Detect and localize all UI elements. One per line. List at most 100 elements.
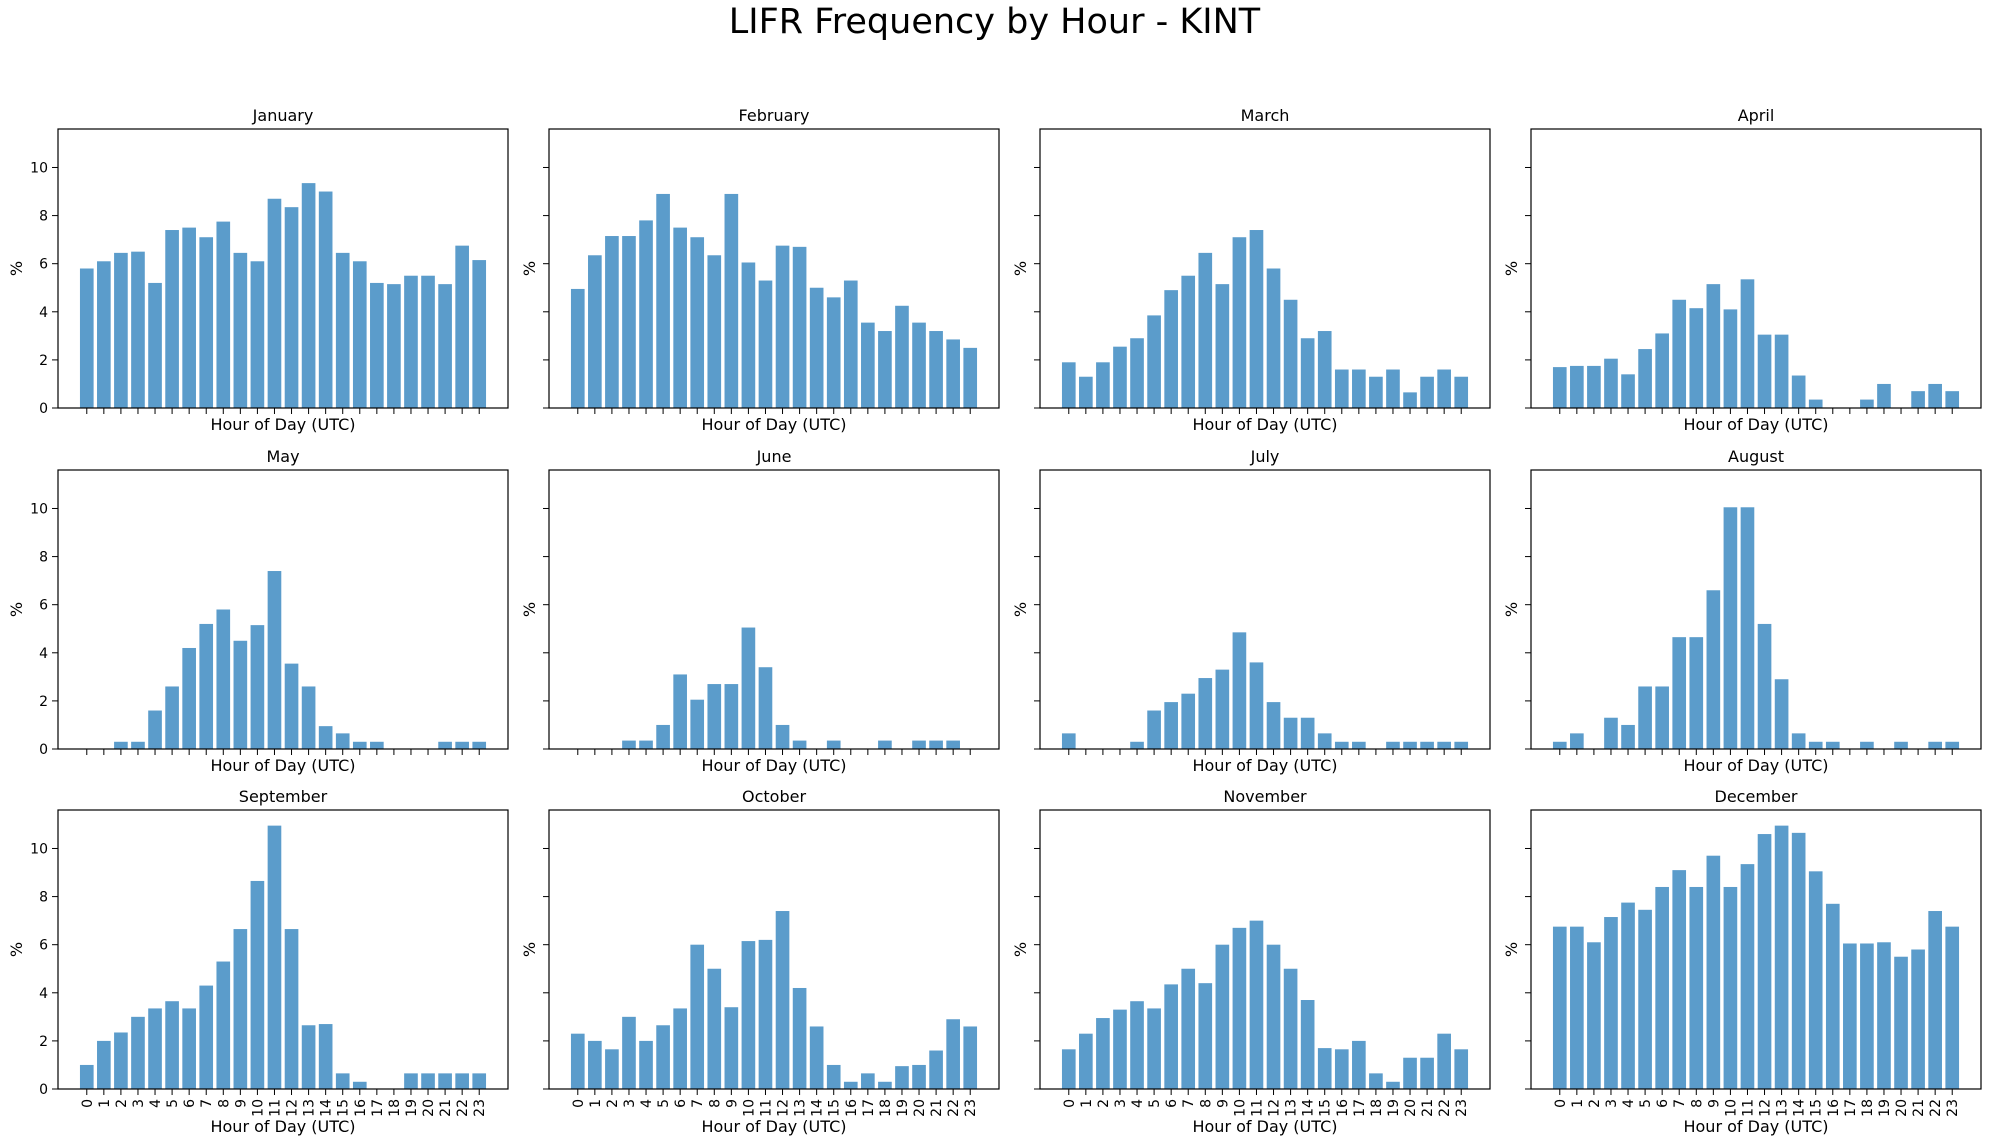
bar-hour-21 [1420, 741, 1434, 749]
bar-hour-20 [1894, 741, 1908, 749]
subplot-title: February [739, 106, 810, 125]
bar-hour-10 [1232, 927, 1247, 1089]
x-tick-label: 2 [1096, 1099, 1112, 1108]
bar-hour-13 [792, 987, 807, 1089]
x-tick-label: 6 [182, 1099, 198, 1108]
bar-hour-7 [1181, 693, 1196, 749]
x-tick-label: 8 [707, 1099, 723, 1108]
bar-hour-4 [1130, 741, 1144, 749]
bar-hour-21 [1420, 376, 1434, 408]
bar-hour-12 [775, 724, 790, 749]
bar-hour-7 [199, 237, 214, 408]
bar-hour-18 [1860, 399, 1874, 408]
bar-hour-15 [826, 1064, 841, 1089]
bar-hour-21 [929, 740, 943, 749]
x-axis-label: Hour of Day (UTC) [1683, 415, 1828, 434]
bar-hour-22 [946, 740, 960, 749]
bar-hour-4 [1130, 1001, 1144, 1089]
bar-hour-16 [1825, 741, 1840, 749]
subplot-title: June [756, 447, 792, 466]
x-tick-label: 9 [1706, 1099, 1722, 1108]
x-tick-label: 8 [1689, 1099, 1705, 1108]
bar-hour-20 [1894, 956, 1908, 1089]
bar-hour-21 [1420, 1057, 1434, 1089]
bar-hour-17 [861, 1073, 875, 1089]
x-tick-label: 0 [80, 1099, 96, 1108]
y-tick-label: 8 [39, 890, 48, 906]
x-tick-label: 7 [1672, 1099, 1688, 1108]
x-tick-label: 4 [1621, 1099, 1637, 1108]
y-axis-label: % [1502, 942, 1521, 957]
bar-hour-2 [605, 236, 619, 408]
bar-hour-12 [775, 911, 790, 1089]
bar-hour-19 [1877, 383, 1891, 408]
bar-hour-23 [1454, 741, 1469, 749]
bar-hour-8 [707, 968, 722, 1089]
bar-hour-7 [690, 944, 705, 1089]
x-tick-label: 15 [336, 1099, 352, 1117]
bar-hour-8 [1689, 886, 1704, 1089]
bar-hour-15 [335, 252, 350, 408]
bar-hour-4 [1621, 902, 1635, 1089]
bar-hour-15 [1808, 871, 1823, 1089]
bar-hour-23 [1945, 926, 1960, 1089]
bar-hour-22 [1437, 741, 1451, 749]
y-tick-label: 2 [39, 1034, 48, 1050]
y-tick-label: 0 [39, 742, 48, 758]
x-tick-label: 3 [131, 1099, 147, 1108]
bar-hour-3 [131, 251, 145, 408]
bar-hour-4 [1130, 338, 1144, 408]
bar-hour-6 [673, 227, 687, 408]
bar-hour-11 [758, 667, 773, 749]
bar-hour-13 [1774, 334, 1789, 408]
bar-hour-1 [97, 261, 111, 408]
x-tick-label: 2 [605, 1099, 621, 1108]
axes-frame [57, 469, 509, 750]
bar-hour-13 [301, 183, 316, 408]
bar-hour-11 [1740, 279, 1755, 408]
x-tick-label: 9 [1215, 1099, 1231, 1108]
bar-hour-12 [284, 207, 299, 408]
x-tick-label: 1 [97, 1099, 113, 1108]
y-axis-label: % [1011, 602, 1030, 617]
subplot-title: July [1250, 447, 1280, 466]
axes-frame [548, 469, 1000, 750]
bar-hour-21 [438, 741, 452, 749]
bar-hour-6 [182, 227, 196, 408]
axes-frame [1039, 809, 1491, 1090]
bar-hour-21 [929, 331, 943, 408]
subplot-title: April [1738, 106, 1775, 125]
bar-hour-12 [775, 245, 790, 408]
bar-hour-1 [1079, 1033, 1093, 1089]
bar-hour-1 [1079, 376, 1093, 408]
x-axis-label: Hour of Day (UTC) [210, 756, 355, 775]
bar-hour-5 [1638, 686, 1652, 749]
bar-hour-13 [1283, 299, 1298, 408]
axes-frame [1039, 128, 1491, 409]
bar-hour-6 [1655, 886, 1669, 1089]
bar-hour-0 [79, 1064, 94, 1089]
bar-hour-0 [1552, 367, 1567, 408]
bar-hour-3 [1604, 717, 1618, 749]
y-tick-label: 10 [30, 501, 48, 517]
subplot-april: April Hour of Day (UTC)% [1502, 106, 1982, 434]
bar-hour-6 [673, 674, 687, 749]
x-tick-label: 16 [353, 1099, 369, 1117]
bar-hour-3 [131, 1016, 145, 1089]
x-tick-label: 3 [622, 1099, 638, 1108]
bar-hour-15 [335, 1073, 350, 1089]
x-tick-label: 19 [1386, 1099, 1402, 1117]
y-tick-label: 2 [39, 694, 48, 710]
bar-hour-8 [1689, 637, 1704, 749]
x-tick-label: 10 [1723, 1099, 1739, 1117]
x-tick-label: 0 [1553, 1099, 1569, 1108]
x-tick-label: 6 [1655, 1099, 1671, 1108]
bar-hour-3 [622, 236, 636, 408]
x-tick-label: 14 [1792, 1099, 1808, 1117]
bar-hour-16 [352, 261, 367, 408]
bar-hour-13 [1283, 968, 1298, 1089]
x-tick-label: 12 [1758, 1099, 1774, 1117]
x-tick-label: 21 [438, 1099, 454, 1117]
x-tick-label: 11 [1740, 1099, 1756, 1117]
